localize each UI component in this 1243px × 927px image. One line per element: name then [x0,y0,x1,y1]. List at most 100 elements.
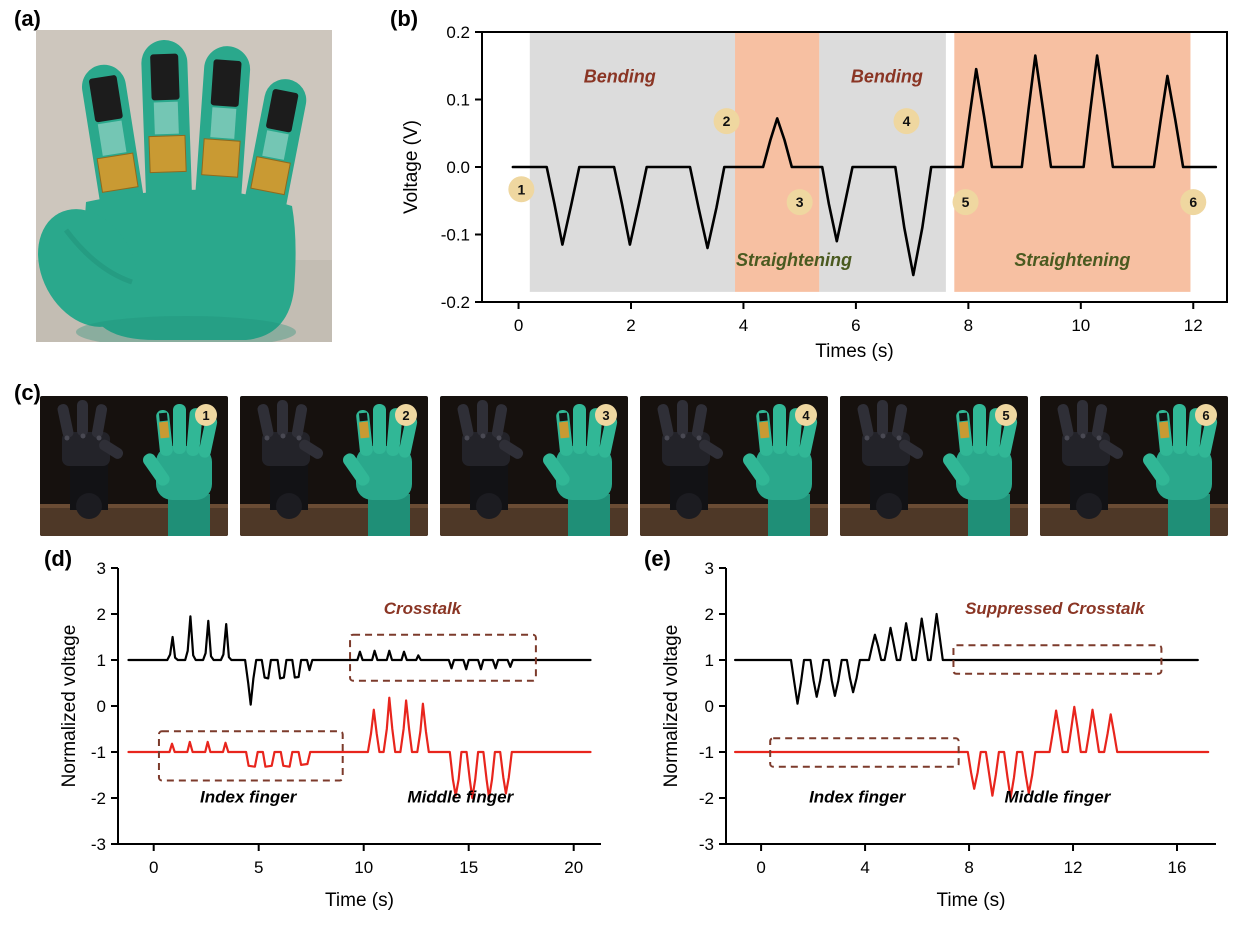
dashed-highlight-box [769,737,960,768]
x-axis-label: Times (s) [815,341,893,362]
annotation: Index finger [809,788,907,807]
svg-text:8: 8 [964,858,973,877]
axes [719,567,1216,851]
table-edge [240,504,428,508]
svg-text:-1: -1 [91,743,106,762]
svg-text:2: 2 [402,408,409,423]
step-number-badge: 3 [595,404,617,426]
chart-svg-e: 0 4 8 12 16 3 2 1 0 -1 -2 -3 Time (s) Normalized volt… [661,559,1216,911]
table-edge [440,504,628,508]
glove-hand [543,404,618,536]
dashed-highlight-box [349,633,537,682]
finger-sensor [558,421,570,439]
dashed-highlight-box [952,644,1163,675]
glove-thumb [38,209,138,327]
sensor-black-pad [150,53,180,101]
series-bending-voltage [511,54,1218,277]
svg-text:-1: -1 [699,743,714,762]
sensor-gold-electrode [201,138,241,178]
table-edge [840,504,1028,508]
svg-text:4: 4 [903,113,911,129]
svg-text:4: 4 [802,408,810,423]
step-number-badge: 1 [195,404,217,426]
panel-c-label: (c) [14,380,41,405]
svg-text:0: 0 [514,316,523,335]
svg-text:12: 12 [1184,316,1203,335]
step-number-badge: 2 [395,404,417,426]
table-edge [40,504,228,508]
finger-sensor [158,421,170,439]
annotation: Straightening [736,250,852,270]
svg-text:6: 6 [1189,194,1197,210]
photo-c-svg: 3 [440,396,628,536]
glove-photo [36,30,332,348]
photo-c-svg: 5 [840,396,1028,536]
tick-labels: 0 2 4 6 8 10 120.20.10.0-0.1-0.2 [441,23,1203,335]
sensor-black-pad [210,59,242,107]
svg-text:4: 4 [739,316,748,335]
photo-c-2: 2 [240,396,428,536]
sensor-black-pad [266,89,299,133]
svg-text:0: 0 [149,858,158,877]
robot-hand [57,400,124,519]
annotation: Bending [584,67,656,87]
tick-labels: 0 4 8 12 16 3 2 1 0 -1 -2 -3 [699,559,1187,877]
svg-text:12: 12 [1064,858,1083,877]
y-axis-label: Normalized voltage [59,625,80,788]
series-index-finger [733,612,1199,705]
sensor-gold-electrode [96,152,139,193]
finger-sensor [758,421,770,439]
sensor-film [97,120,127,156]
table-edge [640,504,828,508]
glove-wrist-shade [76,316,296,348]
chart-d: 0 5 10 15 20 3 2 1 0 -1 -2 -3 Time (s) Normalized vol… [58,556,623,916]
glove-hand [1142,404,1218,536]
svg-text:-2: -2 [699,789,714,808]
robot-hand [1057,400,1124,519]
finger-sensor [958,421,970,439]
svg-text:0.1: 0.1 [446,91,470,110]
glove-finger-little [242,79,307,235]
glove-hand [143,404,218,536]
chart-b: 0 2 4 6 8 10 12 0.2 0.1 0.0 -0.1 -0.2 Times (s) Volta… [400,12,1243,367]
annotation: Suppressed Crosstalk [965,599,1146,618]
step-marker-4: 4 [893,108,920,135]
photo-c-6: 6 [1040,396,1228,536]
step-marker-1: 1 [508,176,535,203]
glove-finger-index [81,64,147,236]
svg-text:10: 10 [1071,316,1090,335]
panel-d-label: (d) [44,546,73,571]
svg-text:-3: -3 [699,835,714,854]
table-edge [1040,504,1228,508]
svg-text:-0.2: -0.2 [441,293,470,312]
glove-hand [943,404,1018,536]
photo-c-svg: 1 [40,396,228,536]
step-number-badge: 5 [995,404,1017,426]
glove-crease [64,228,133,285]
step-marker-6: 6 [1180,189,1207,216]
sensor-film [210,107,237,139]
svg-text:5: 5 [962,194,970,210]
glove-finger-ring [194,46,251,234]
step-marker-5: 5 [952,189,979,216]
svg-text:15: 15 [459,858,478,877]
svg-text:2: 2 [97,605,106,624]
step-number-badge: 4 [795,404,817,426]
robot-hand [257,400,324,519]
annotation: Straightening [1014,250,1130,270]
series [127,615,592,800]
svg-text:-3: -3 [91,835,106,854]
axes [475,31,1228,309]
step-number-badge: 6 [1195,404,1217,426]
svg-text:0.0: 0.0 [446,158,470,177]
svg-text:1: 1 [97,651,106,670]
svg-text:1: 1 [202,408,209,423]
svg-text:10: 10 [354,858,373,877]
robot-hand [457,400,524,519]
finger-sensor [1158,421,1170,439]
axes [111,567,601,851]
photo-c-5: 5 [840,396,1028,536]
